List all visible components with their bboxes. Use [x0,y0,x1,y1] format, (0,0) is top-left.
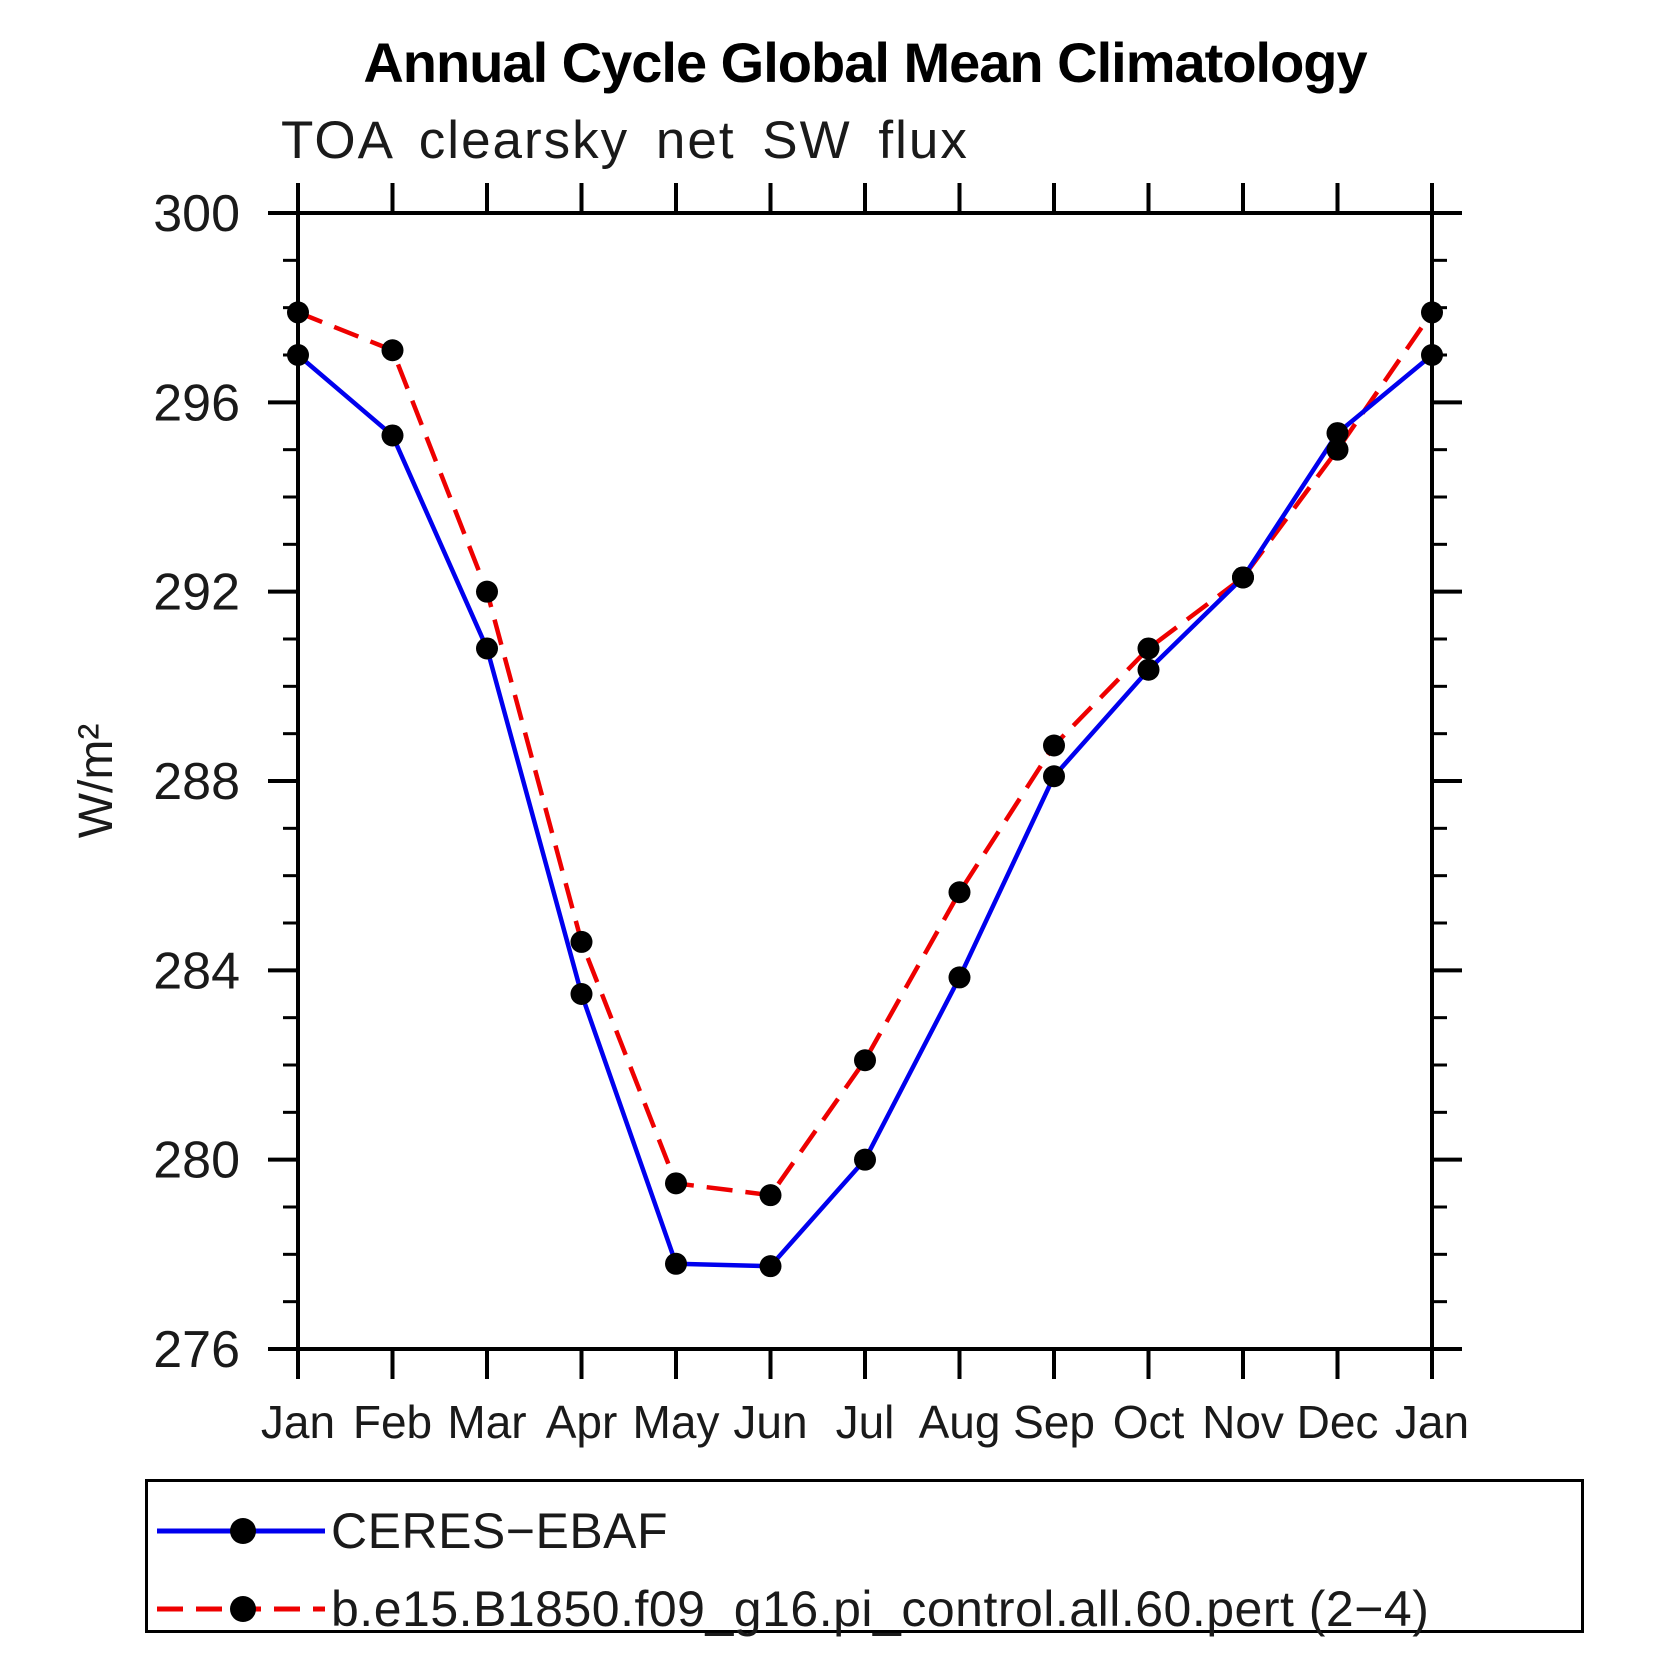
legend-item-ceres: CERES−EBAF [155,1503,668,1559]
plot-border [296,211,1434,1351]
x-tick-label: Apr [546,1396,618,1448]
y-tick-label: 300 [153,185,240,243]
series-markers-model [287,301,1443,1207]
x-tick-label: Jul [836,1396,895,1448]
legend-label-model: b.e15.B1850.f09_g16.pi_control.all.60.pe… [331,1581,1430,1637]
x-tick-label: Jan [1395,1396,1469,1448]
legend-line-sample-dashed [157,1596,325,1622]
series-line-ceres [296,353,1434,1269]
y-tick-label: 280 [153,1132,240,1190]
x-tick-label: May [633,1396,720,1448]
x-tick-label: Feb [353,1396,432,1448]
x-tick-labels: Jan Feb Mar Apr May Jun Jul Aug Sep Oct Nov Dec Jan [261,1396,1469,1448]
x-tick-label: Dec [1297,1396,1379,1448]
y-tick-label: 276 [153,1321,240,1379]
chart-title: Annual Cycle Global Mean Climatology [363,31,1367,94]
x-tick-label: Sep [1013,1396,1095,1448]
y-tick-label: 292 [153,564,240,622]
legend-item-model: b.e15.B1850.f09_g16.pi_control.all.60.pe… [155,1581,1429,1637]
x-tick-label: Mar [447,1396,526,1448]
x-tick-label: Nov [1202,1396,1284,1448]
x-tick-label: Jun [733,1396,807,1448]
x-tick-label: Aug [919,1396,1001,1448]
series-markers-ceres [287,344,1443,1278]
y-tick-label: 284 [153,942,240,1000]
x-tick-label: Jan [261,1396,335,1448]
x-tick-label: Oct [1113,1396,1185,1448]
x-axis-ticks [296,183,1434,1379]
y-axis-label: W/m² [70,724,123,839]
legend-box: CERES−EBAF b.e15.B1850.f09_g16.pi_contro… [145,1479,1584,1637]
y-axis-ticks [268,211,1462,1351]
y-tick-label: 296 [153,374,240,432]
y-tick-labels: 276 280 284 288 292 296 300 [153,185,240,1379]
legend-label-ceres: CERES−EBAF [331,1503,669,1559]
legend-line-sample-solid [157,1518,325,1544]
y-tick-label: 288 [153,753,240,811]
chart-subtitle: TOA clearsky net SW flux [281,111,969,170]
